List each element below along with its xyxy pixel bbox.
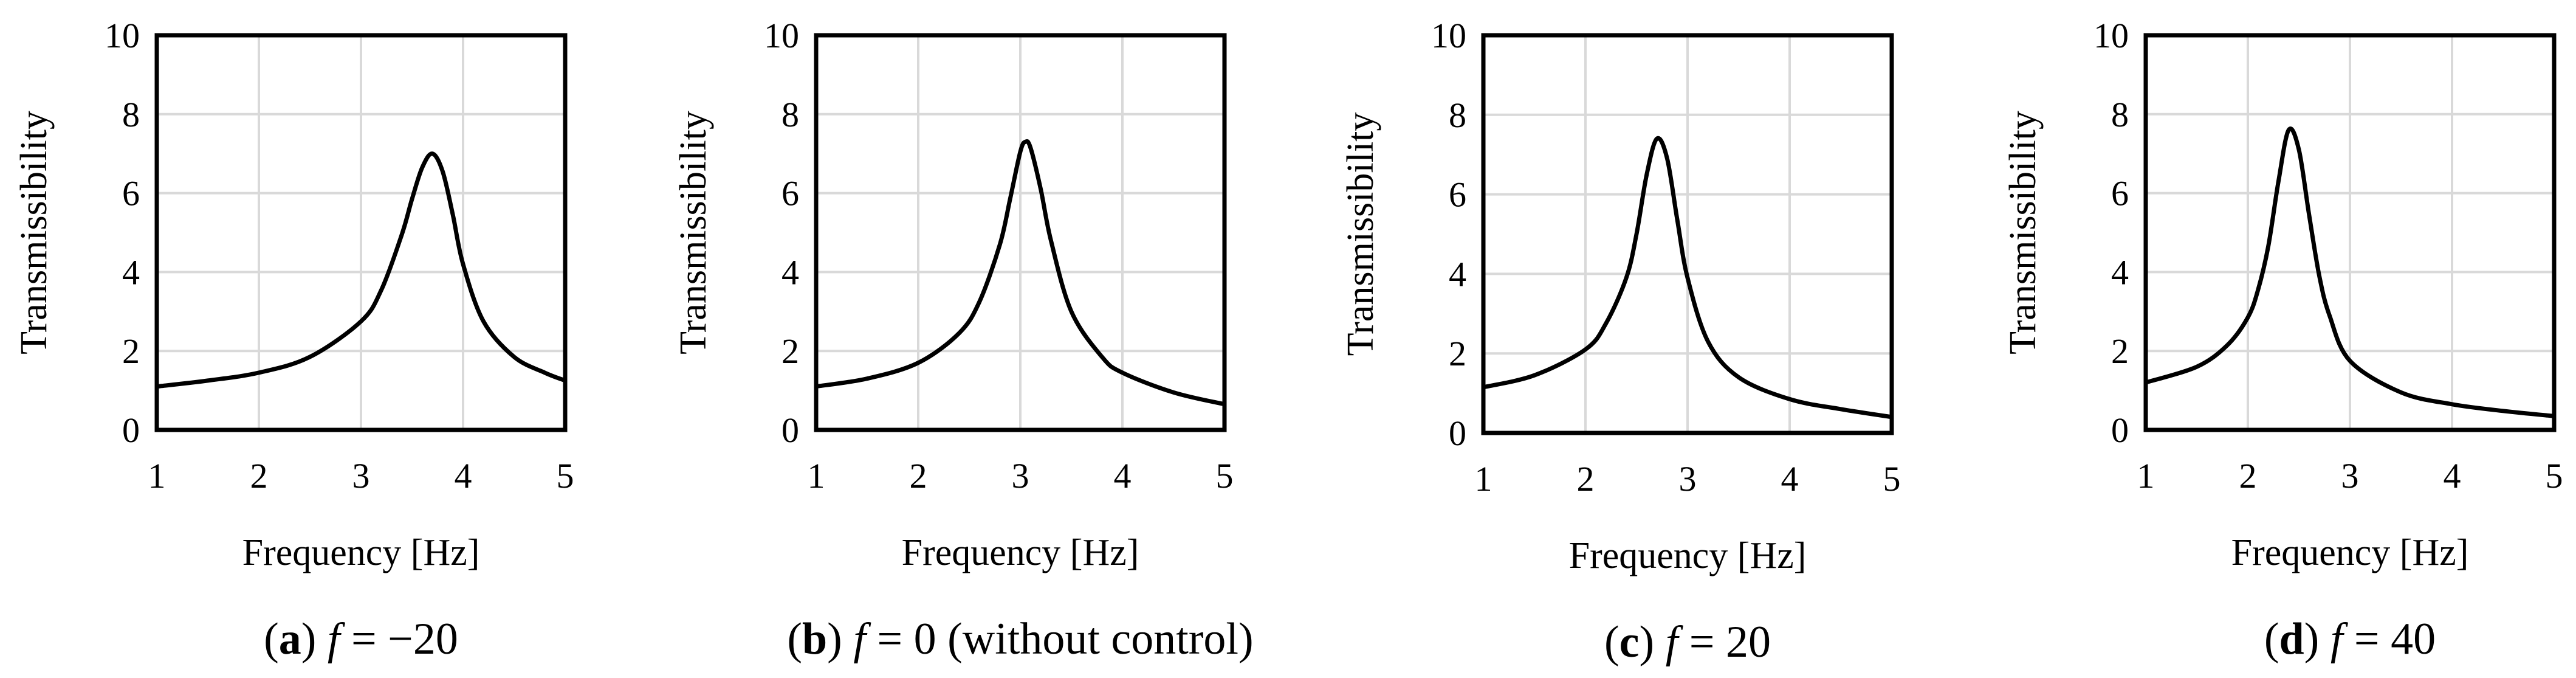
caption-part: = 0 (without control) bbox=[866, 614, 1254, 664]
y-tick-label: 8 bbox=[1449, 95, 1466, 135]
y-tick-label: 10 bbox=[2093, 16, 2129, 55]
y-tick-label: 2 bbox=[122, 331, 140, 371]
x-tick-label: 1 bbox=[2137, 456, 2155, 496]
x-tick-label: 5 bbox=[1216, 456, 1234, 496]
x-axis-label: Frequency [Hz] bbox=[242, 532, 480, 573]
plot-frame bbox=[814, 33, 1227, 432]
caption-part: ) bbox=[301, 614, 328, 664]
y-tick-label: 2 bbox=[1449, 334, 1466, 373]
caption-part: ) bbox=[827, 614, 853, 664]
y-tick-label: 4 bbox=[2111, 252, 2129, 292]
x-tick-label: 4 bbox=[455, 456, 472, 496]
plot-frame bbox=[2143, 33, 2557, 432]
y-tick-label: 8 bbox=[122, 95, 140, 134]
caption-part: c bbox=[1619, 617, 1640, 667]
caption-part: ( bbox=[264, 614, 279, 664]
x-tick-label: 5 bbox=[2546, 456, 2563, 496]
caption-part: = 20 bbox=[1678, 617, 1771, 667]
y-tick-label: 8 bbox=[2111, 95, 2129, 134]
x-tick-label: 2 bbox=[2239, 456, 2257, 496]
panel-caption: (d) f = 40 bbox=[2264, 614, 2436, 664]
x-axis-label: Frequency [Hz] bbox=[1569, 535, 1807, 576]
y-tick-label: 2 bbox=[2111, 331, 2129, 371]
y-tick-label: 0 bbox=[2111, 410, 2129, 450]
x-tick-label: 3 bbox=[352, 456, 370, 496]
y-tick-label: 6 bbox=[122, 174, 140, 213]
x-tick-label: 4 bbox=[2444, 456, 2461, 496]
x-tick-label: 1 bbox=[808, 456, 825, 496]
caption-part: ) bbox=[1640, 617, 1666, 667]
transmissibility-curve bbox=[2143, 126, 2557, 418]
y-tick-label: 0 bbox=[781, 410, 799, 450]
caption-part: ( bbox=[2264, 614, 2279, 664]
caption-part: ) bbox=[2304, 614, 2330, 664]
y-tick-label: 10 bbox=[105, 16, 140, 55]
y-tick-label: 0 bbox=[1449, 413, 1466, 453]
y-axis-label: Transmissibility bbox=[13, 111, 55, 355]
x-tick-label: 2 bbox=[910, 456, 927, 496]
x-tick-label: 4 bbox=[1114, 456, 1132, 496]
x-tick-label: 3 bbox=[2341, 456, 2359, 496]
y-tick-label: 4 bbox=[781, 252, 799, 292]
x-tick-label: 5 bbox=[1883, 459, 1901, 499]
y-axis-label: Transmissibility bbox=[2002, 111, 2044, 355]
plot-frame bbox=[154, 33, 568, 432]
x-tick-label: 3 bbox=[1012, 456, 1029, 496]
caption-part: d bbox=[2279, 614, 2304, 664]
plot-frame bbox=[1481, 33, 1894, 435]
y-tick-label: 4 bbox=[122, 252, 140, 292]
x-tick-label: 2 bbox=[1577, 459, 1595, 499]
x-tick-label: 4 bbox=[1781, 459, 1799, 499]
y-tick-label: 6 bbox=[781, 174, 799, 213]
y-tick-label: 10 bbox=[764, 16, 799, 55]
x-tick-label: 2 bbox=[250, 456, 268, 496]
y-tick-label: 2 bbox=[781, 331, 799, 371]
y-axis-label: Transmissibility bbox=[1340, 112, 1381, 356]
y-tick-label: 10 bbox=[1431, 16, 1466, 55]
y-tick-label: 4 bbox=[1449, 254, 1466, 294]
transmissibility-curve bbox=[814, 139, 1227, 407]
x-tick-label: 1 bbox=[1475, 459, 1492, 499]
panel-caption: (a) f = −20 bbox=[264, 614, 458, 664]
y-tick-label: 8 bbox=[781, 95, 799, 134]
transmissibility-curve bbox=[154, 151, 568, 389]
panel-caption: (b) f = 0 (without control) bbox=[787, 614, 1253, 664]
caption-part: b bbox=[802, 614, 827, 664]
y-axis-label: Transmissibility bbox=[673, 111, 714, 355]
caption-part: a bbox=[279, 614, 301, 664]
y-tick-label: 6 bbox=[2111, 174, 2129, 213]
x-tick-label: 5 bbox=[557, 456, 574, 496]
caption-part: ( bbox=[787, 614, 802, 664]
x-tick-label: 1 bbox=[148, 456, 166, 496]
transmissibility-curve bbox=[1481, 136, 1894, 420]
y-tick-label: 0 bbox=[122, 410, 140, 450]
caption-part: = −20 bbox=[340, 614, 458, 664]
y-tick-label: 6 bbox=[1449, 175, 1466, 215]
x-axis-label: Frequency [Hz] bbox=[902, 532, 1139, 573]
x-tick-label: 3 bbox=[1679, 459, 1697, 499]
caption-part: ( bbox=[1604, 617, 1619, 667]
panel-caption: (c) f = 20 bbox=[1604, 617, 1771, 667]
x-axis-label: Frequency [Hz] bbox=[2231, 532, 2469, 573]
caption-part: = 40 bbox=[2343, 614, 2436, 664]
